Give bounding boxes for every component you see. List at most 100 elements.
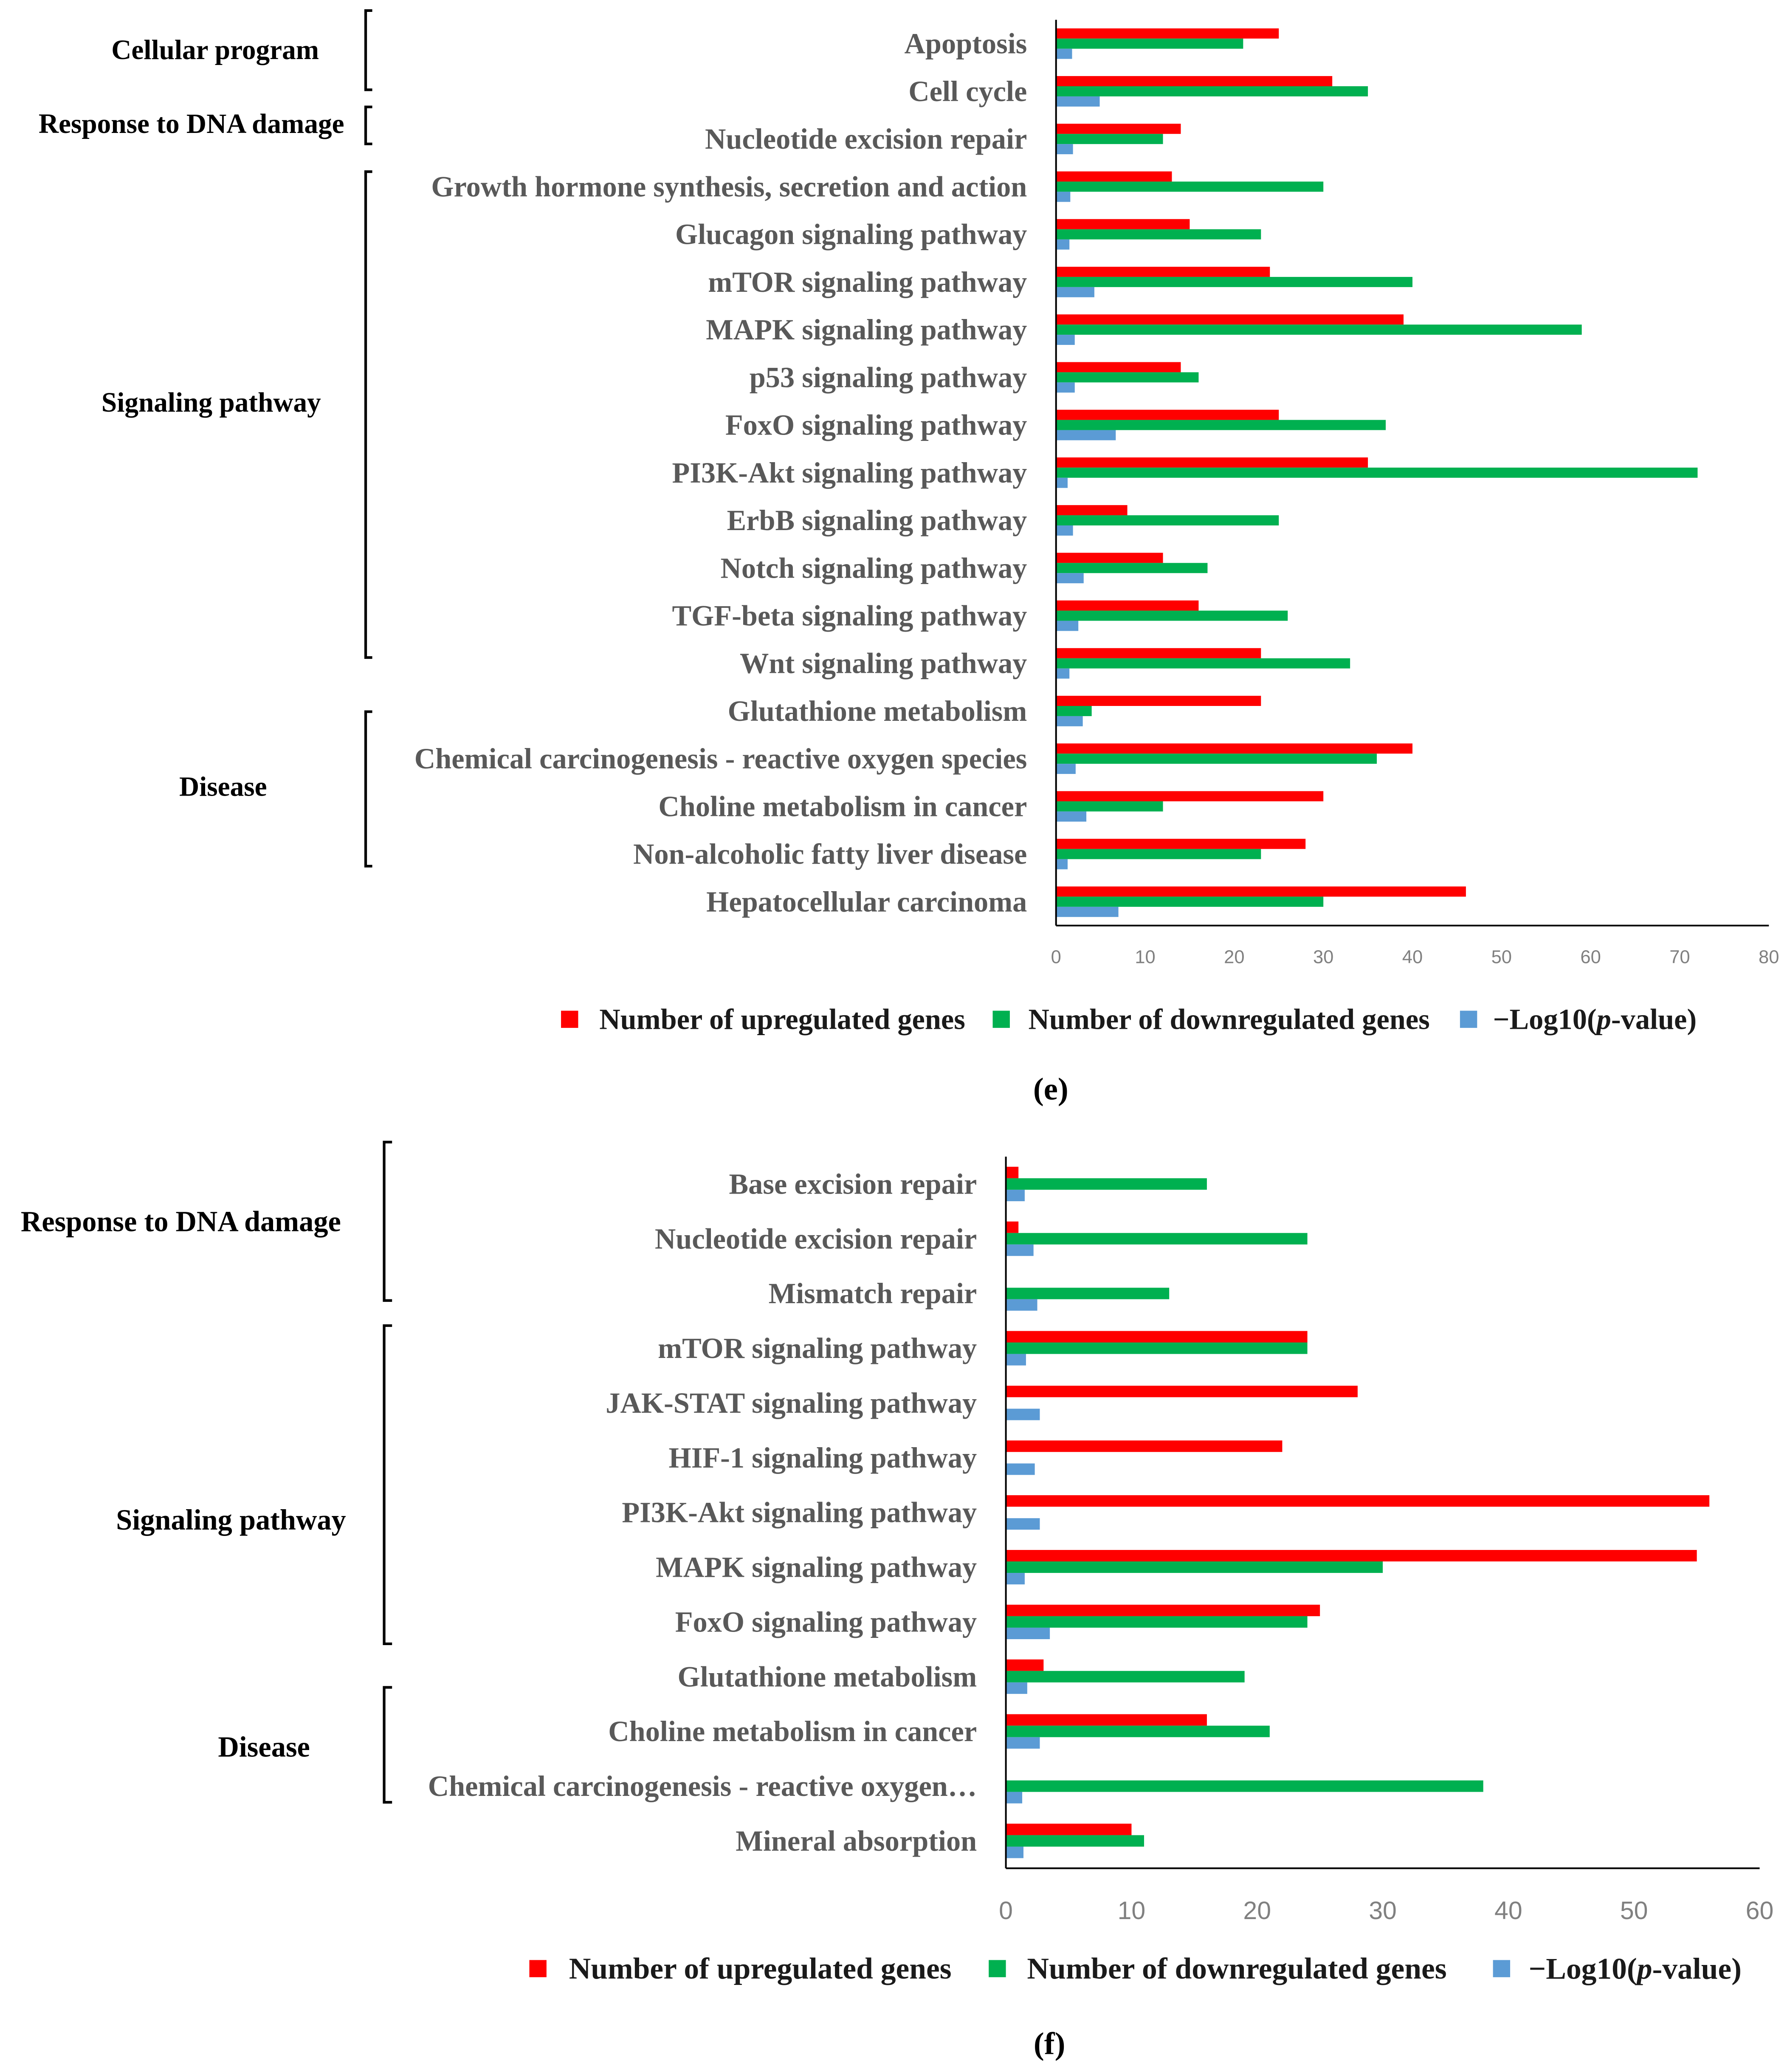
chart-e-category-groups: Cellular program Response to DNA damage Si… [39,9,372,868]
chart-e-category-label-erbb-signaling-pathway: ErbB signaling pathway [727,504,1027,536]
chart-f-bar-downregulated-nucleotide-excision-repair [1006,1233,1308,1245]
chart-e-legend: Number of upregulated genes Number of dow… [561,1003,1697,1036]
chart-e-category-label-wnt-signaling-pathway: Wnt signaling pathway [740,647,1027,680]
chart-f-bar-downregulated-base-excision-repair [1006,1178,1207,1190]
chart-e-bar-neg-log10-p-value-cell-cycle [1056,96,1100,107]
chart-f-bar-neg-log10-p-value-hif-1-signaling-pathway [1006,1463,1035,1475]
chart-f-bar-neg-log10-p-value-pi3k-akt-signaling-pathway [1006,1518,1040,1530]
chart-f-bar-neg-log10-p-value-base-excision-repair [1006,1189,1025,1201]
chart-e-category-label-nucleotide-excision-repair: Nucleotide excision repair [705,123,1027,155]
chart-f-legend-label-neg-log10-p-value: −Log10(p-value) [1529,1952,1742,1985]
chart-e-bar-neg-log10-p-value-foxo-signaling-pathway [1056,430,1116,440]
chart-e-category-label-growth-hormone-synthesis-secretion-and-action: Growth hormone synthesis, secretion and … [431,170,1027,203]
chart-e-category-label-foxo-signaling-pathway: FoxO signaling pathway [725,409,1027,441]
chart-f-bar-neg-log10-p-value-mapk-signaling-pathway [1006,1573,1025,1585]
chart-f-panel-label: (f) [1034,2027,1066,2061]
chart-e-axes: 0 10 20 30 40 50 60 70 80 [1051,20,1779,968]
chart-f-bar-upregulated-mapk-signaling-pathway [1006,1550,1697,1562]
chart-f-bar-downregulated-choline-metabolism-in-cancer [1006,1725,1270,1737]
chart-f-category-groups: Response to DNA damage Signaling pathway D… [21,1140,392,1804]
chart-e-category-label-p53-signaling-pathway: p53 signaling pathway [750,361,1027,393]
chart-e-bar-neg-log10-p-value-hepatocellular-carcinoma [1056,906,1119,917]
chart-f-bar-neg-log10-p-value-foxo-signaling-pathway [1006,1627,1050,1639]
chart-e-group-bracket-response-to-dna-damage [364,105,372,145]
chart-f-category-label-foxo-signaling-pathway: FoxO signaling pathway [675,1606,977,1638]
chart-e-x-tick-label: 40 [1402,947,1423,968]
chart-f-x-tick-label: 20 [1243,1897,1271,1925]
chart-f-group-bracket-response-to-dna-damage [383,1140,392,1302]
chart-e-bar-upregulated-notch-signaling-pathway [1056,553,1163,563]
chart-e-bar-downregulated-choline-metabolism-in-cancer [1056,801,1163,812]
chart-e-category-label-glutathione-metabolism: Glutathione metabolism [728,695,1027,727]
chart-e-bar-downregulated-wnt-signaling-pathway [1056,658,1350,669]
chart-f-legend-label-upregulated: Number of upregulated genes [569,1952,952,1985]
legend-label-part: −Log10( [1529,1952,1637,1985]
chart-f-legend-label-downregulated: Number of downregulated genes [1027,1952,1446,1985]
chart-e-group-bracket-disease [364,710,372,868]
chart-f-bar-neg-log10-p-value-mismatch-repair [1006,1299,1037,1311]
chart-e-bar-upregulated-choline-metabolism-in-cancer [1056,791,1324,802]
chart-e-bar-neg-log10-p-value-glucagon-signaling-pathway [1056,239,1070,250]
chart-e-bar-upregulated-glucagon-signaling-pathway [1056,219,1190,229]
chart-e-x-tick-label: 50 [1491,947,1512,968]
legend-label-part: -value) [1611,1003,1697,1036]
chart-e-bar-downregulated-pi3k-akt-signaling-pathway [1056,467,1698,478]
chart-e-group-label-response-to-dna-damage: Response to DNA damage [39,109,344,139]
chart-f-bar-upregulated-glutathione-metabolism [1006,1659,1044,1671]
chart-e-bar-neg-log10-p-value-non-alcoholic-fatty-liver-disease [1056,859,1068,869]
chart-e-category-label-choline-metabolism-in-cancer: Choline metabolism in cancer [658,790,1027,822]
chart-e-bar-downregulated-notch-signaling-pathway [1056,563,1208,573]
chart-e-bar-neg-log10-p-value-wnt-signaling-pathway [1056,668,1070,679]
chart-e-bar-upregulated-cell-cycle [1056,76,1333,87]
chart-e-group-bracket-cellular-program [364,9,372,91]
chart-e-legend-label-upregulated: Number of upregulated genes [599,1003,965,1036]
chart-e-category-label-notch-signaling-pathway: Notch signaling pathway [720,552,1027,584]
chart-e-bar-neg-log10-p-value-glutathione-metabolism [1056,716,1083,726]
chart-e-panel-label: (e) [1033,1072,1068,1107]
legend-label-part: p [1635,1952,1652,1985]
chart-e-bar-neg-log10-p-value-pi3k-akt-signaling-pathway [1056,477,1068,488]
chart-e-x-tick-label: 10 [1135,947,1155,968]
chart-f-legend-swatch-neg-log10-p-value [1493,1960,1511,1977]
chart-f-group-label-response-to-dna-damage: Response to DNA damage [21,1205,341,1237]
chart-e-bar-upregulated-tgf-beta-signaling-pathway [1056,600,1199,611]
chart-f-bar-upregulated-choline-metabolism-in-cancer [1006,1714,1207,1726]
chart-e-bar-upregulated-wnt-signaling-pathway [1056,648,1261,658]
chart-e-bar-upregulated-non-alcoholic-fatty-liver-disease [1056,838,1306,849]
chart-e-category-label-non-alcoholic-fatty-liver-disease: Non-alcoholic fatty liver disease [633,838,1027,870]
chart-f-bar-downregulated-chemical-carcinogenesis-reactive-oxygen [1006,1780,1483,1792]
chart-f-bar-neg-log10-p-value-mtor-signaling-pathway [1006,1354,1026,1366]
chart-e-x-tick-label: 30 [1313,947,1333,968]
chart-f-group-bracket-disease [383,1686,392,1804]
chart-e-x-tick-label: 60 [1580,947,1601,968]
chart-e-bar-neg-log10-p-value-notch-signaling-pathway [1056,573,1084,584]
chart-f-x-tick-label: 10 [1118,1897,1146,1925]
chart-e-bar-neg-log10-p-value-mapk-signaling-pathway [1056,335,1075,345]
chart-f-category-label-nucleotide-excision-repair: Nucleotide excision repair [655,1222,977,1255]
chart-e-legend-swatch-downregulated [992,1011,1010,1028]
chart-f-group-label-signaling-pathway: Signaling pathway [116,1504,346,1536]
chart-e-category-labels: Apoptosis Cell cycle Nucleotide excision r… [414,28,1027,918]
chart-f-bar-upregulated-mtor-signaling-pathway [1006,1331,1308,1343]
chart-e-bar-downregulated-mapk-signaling-pathway [1056,325,1582,335]
chart-e-bar-neg-log10-p-value-p53-signaling-pathway [1056,382,1075,393]
chart-e-bar-downregulated-chemical-carcinogenesis-reactive-oxygen-species [1056,754,1377,764]
chart-e-category-label-mtor-signaling-pathway: mTOR signaling pathway [708,266,1027,298]
chart-f-x-tick-label: 60 [1746,1897,1774,1925]
chart-f-category-label-mineral-absorption: Mineral absorption [736,1825,977,1857]
chart-f-bar-downregulated-mapk-signaling-pathway [1006,1561,1383,1573]
chart-e-bar-upregulated-hepatocellular-carcinoma [1056,886,1466,897]
chart-e-bar-downregulated-non-alcoholic-fatty-liver-disease [1056,849,1261,859]
chart-e-legend-swatch-neg-log10-p-value [1460,1011,1477,1028]
chart-f-bar-neg-log10-p-value-mineral-absorption [1006,1846,1024,1858]
chart-f-x-tick-label: 50 [1620,1897,1648,1925]
chart-f-bar-upregulated-base-excision-repair [1006,1166,1019,1178]
chart-e-bar-upregulated-pi3k-akt-signaling-pathway [1056,457,1368,468]
chart-f-bar-neg-log10-p-value-jak-stat-signaling-pathway [1006,1409,1040,1420]
chart-f-bars [1006,1166,1710,1858]
chart-f-category-label-mtor-signaling-pathway: mTOR signaling pathway [658,1332,977,1364]
chart-e-category-label-cell-cycle: Cell cycle [908,75,1027,107]
chart-e-category-label-tgf-beta-signaling-pathway: TGF-beta signaling pathway [672,600,1027,632]
